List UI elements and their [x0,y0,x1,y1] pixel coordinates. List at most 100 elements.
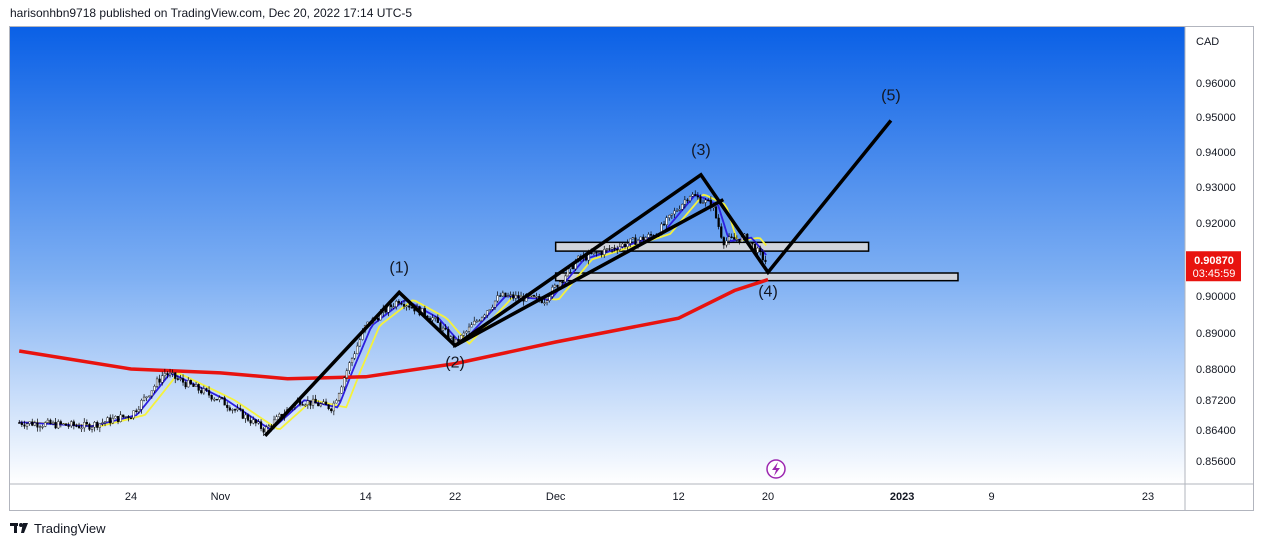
lightning-icon[interactable] [766,459,786,479]
candle-body [486,310,489,316]
candle-body [75,425,78,427]
candle-body [163,373,166,376]
candle-body [751,242,754,245]
candle-body [683,199,686,205]
candle-body [600,251,603,255]
candle-body [220,397,224,399]
candle-body [668,214,671,218]
candle-body [252,419,255,424]
candle-body [665,217,668,226]
candle-body [109,417,112,424]
x-tick-label: 22 [449,491,461,503]
candle-body [686,199,689,202]
candle-body [166,373,169,376]
candle-body [194,384,198,387]
price-axis[interactable]: CAD 0.96000 0.95000 0.94000 0.93000 0.92000 0.… [1196,36,1236,468]
x-tick-label: 20 [762,491,774,503]
candle-body [735,239,738,241]
candle-body [119,414,122,422]
ma-fast-line [19,193,767,432]
candle-body [496,295,499,302]
y-tick-label: 0.93000 [1196,182,1236,194]
candle-body [499,295,502,297]
candle-body [51,421,55,425]
y-tick-label: 0.95000 [1196,112,1236,124]
candle-body [488,309,491,312]
candle-body [337,393,341,401]
wave-path [263,119,893,437]
wave-label: (4) [758,283,778,300]
wave-label: (5) [881,88,901,105]
candle-body [31,421,34,426]
candle-body [595,252,598,254]
candle-body [717,217,720,227]
candle-body [168,372,172,376]
candle-body [127,416,130,419]
candle-body [616,249,619,251]
candle-body [473,320,476,325]
candle-body [462,332,465,336]
candle-body [330,408,333,412]
candle-body [761,251,764,261]
candle-body [618,246,621,251]
candle-body [491,307,494,310]
candle-body [324,401,328,405]
candle-body [610,247,614,250]
candle-body [335,400,338,404]
candle-body [215,398,218,401]
candle-body [673,210,676,215]
candle-body [116,415,120,422]
candle-body [465,331,468,334]
candle-body [441,327,445,331]
candle-body [145,396,148,399]
candle-body [532,295,536,297]
candle-body [623,243,627,247]
time-axis[interactable]: 24 Nov 14 22 Dec 12 20 2023 9 23 [125,491,1154,503]
candle-body [309,400,312,406]
candle-body [530,295,533,297]
candle-body [475,320,478,323]
candle-body [259,421,263,429]
candle-body [189,380,192,385]
candle-body [348,362,351,371]
candle-body [327,404,330,410]
candle-body [553,284,556,288]
footer: TradingView [10,519,106,537]
candle-body [70,421,73,427]
candle-body [408,305,411,308]
candle-body [402,304,406,307]
candle-body [210,394,213,400]
candle-body [44,422,47,427]
support-zone [554,241,870,252]
x-tick-label: 24 [125,491,137,503]
candle-body [192,383,195,387]
candle-body [431,317,434,321]
candle-body [93,421,96,428]
candle-body [244,414,247,419]
candle-body [436,317,439,323]
candle-body [756,247,759,253]
candle-body [631,237,634,240]
candle-body [111,418,114,424]
candle-body [501,292,504,297]
candle-body [83,422,86,429]
wave-label: (3) [691,142,711,159]
candle-body [608,248,611,250]
candle-body [205,388,208,391]
candle-body [317,403,320,407]
candle-body [90,426,94,430]
candle-body [106,417,109,422]
candle-body [101,422,104,424]
candle-body [400,303,403,305]
candle-body [467,326,471,332]
tradingview-logo-icon [10,523,28,533]
x-tick-label: 12 [672,491,684,503]
candle-body [332,402,335,412]
candle-body [142,396,146,401]
candle-body [506,295,510,297]
candle-body [714,206,718,219]
candle-body [343,377,346,388]
wave-label: (1) [389,259,409,276]
chart-frame [9,26,1254,511]
